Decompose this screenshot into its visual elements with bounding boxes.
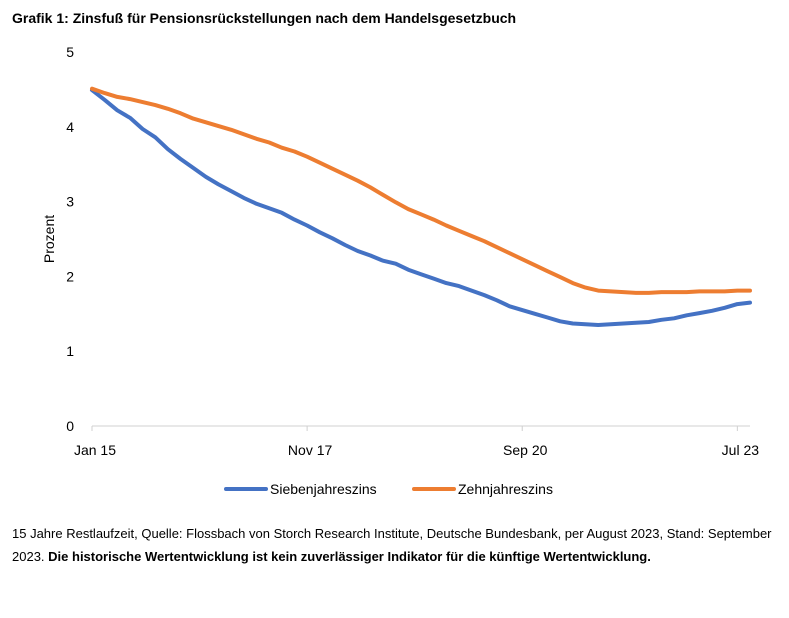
y-tick-label: 0 — [66, 418, 74, 434]
y-tick-label: 4 — [66, 119, 74, 135]
x-tick-label: Sep 20 — [503, 442, 548, 458]
x-tick-label: Jul 23 — [722, 442, 760, 458]
series-lines — [90, 86, 752, 327]
y-axis: 0 1 2 3 4 5 Prozent — [41, 44, 74, 434]
x-tick-label: Jan 15 — [74, 442, 116, 458]
footnote: 15 Jahre Restlaufzeit, Quelle: Flossbach… — [12, 522, 772, 568]
x-axis: Jan 15 Nov 17 Sep 20 Jul 23 — [74, 425, 760, 458]
y-tick-label: 2 — [66, 268, 74, 284]
footnote-disclaimer: Die historische Wertentwicklung ist kein… — [48, 549, 651, 564]
y-tick-label: 5 — [66, 44, 74, 60]
y-tick-label: 3 — [66, 194, 74, 210]
footnote-source: 15 Jahre Restlaufzeit, Quelle: Flossbach… — [12, 526, 772, 564]
chart-title: Grafik 1: Zinsfuß für Pensionsrückstellu… — [12, 10, 517, 26]
series-line-zehnjahreszins — [90, 86, 752, 295]
series-line-siebenjahreszins — [90, 88, 752, 327]
legend-label: Siebenjahreszins — [270, 481, 377, 497]
y-tick-label: 1 — [66, 343, 74, 359]
y-axis-label: Prozent — [41, 215, 57, 263]
x-tick-label: Nov 17 — [288, 442, 333, 458]
line-chart: 0 1 2 3 4 5 Prozent Jan 15 Nov 17 Sep 20 Jul 23 S… — [41, 44, 760, 497]
legend: Siebenjahreszins Zehnjahreszins — [224, 481, 553, 497]
legend-label: Zehnjahreszins — [458, 481, 553, 497]
